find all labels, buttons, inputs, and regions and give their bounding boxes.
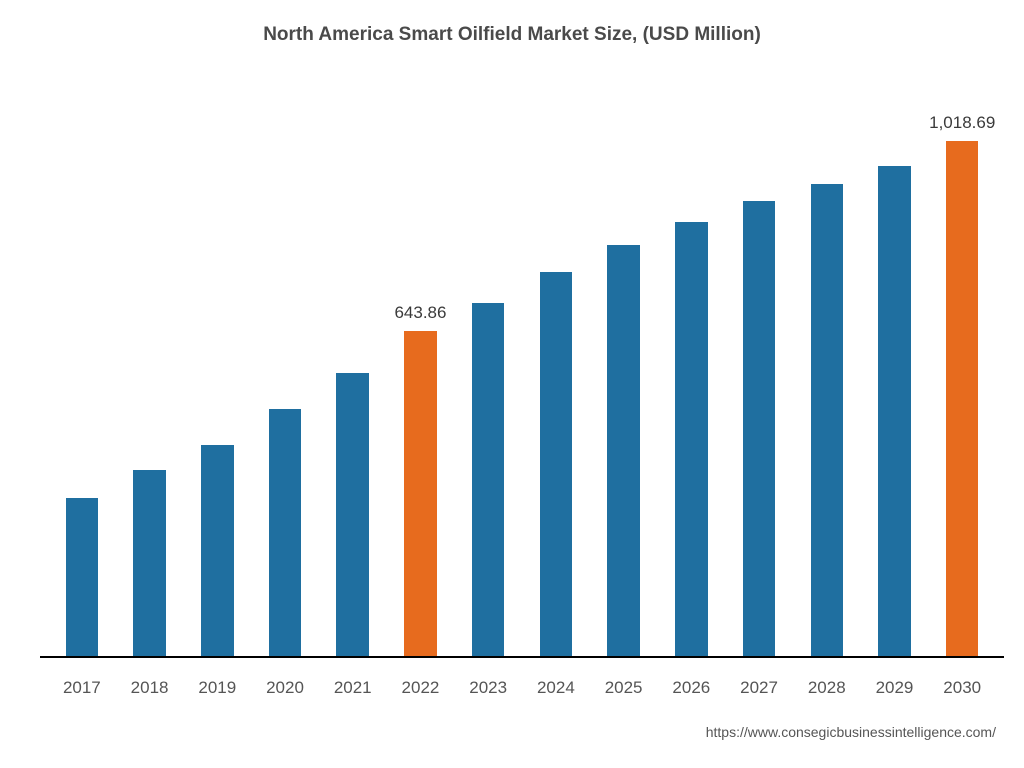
bar-value-label: 1,018.69 <box>929 113 995 133</box>
x-axis-label: 2026 <box>657 678 725 698</box>
bar-slot: 1,018.69 <box>928 100 996 658</box>
bar <box>878 166 911 658</box>
bar-slot <box>48 100 116 658</box>
bar <box>540 272 573 658</box>
x-axis-labels: 2017201820192020202120222023202420252026… <box>40 678 1004 698</box>
bar-slot <box>657 100 725 658</box>
bar-slot <box>725 100 793 658</box>
x-axis-label: 2030 <box>928 678 996 698</box>
bar <box>675 222 708 658</box>
x-axis-label: 2024 <box>522 678 590 698</box>
bar <box>336 373 369 658</box>
bar <box>201 445 234 658</box>
x-axis-label: 2027 <box>725 678 793 698</box>
x-axis-baseline <box>40 656 1004 658</box>
bar <box>133 470 166 658</box>
bar: 643.86 <box>404 331 437 658</box>
x-axis-label: 2019 <box>183 678 251 698</box>
plot-area: 643.86 1,018.69 <box>40 100 1004 658</box>
bar-slot <box>590 100 658 658</box>
x-axis-label: 2025 <box>590 678 658 698</box>
x-axis-label: 2028 <box>793 678 861 698</box>
bar-slot <box>454 100 522 658</box>
x-axis-label: 2029 <box>861 678 929 698</box>
x-axis-label: 2017 <box>48 678 116 698</box>
bar-slot <box>183 100 251 658</box>
bar <box>607 245 640 658</box>
bar: 1,018.69 <box>946 141 979 658</box>
bar-value-label: 643.86 <box>394 303 446 323</box>
x-axis-label: 2023 <box>454 678 522 698</box>
chart-title: North America Smart Oilfield Market Size… <box>0 24 1024 46</box>
x-axis-label: 2022 <box>387 678 455 698</box>
bar-slot <box>251 100 319 658</box>
bar <box>472 303 505 658</box>
bar <box>743 201 776 658</box>
bars-group: 643.86 1,018.69 <box>40 100 1004 658</box>
bar-slot: 643.86 <box>387 100 455 658</box>
bar <box>269 409 302 658</box>
bar-slot <box>793 100 861 658</box>
bar-slot <box>861 100 929 658</box>
bar <box>66 498 99 658</box>
x-axis-label: 2018 <box>116 678 184 698</box>
bar-slot <box>319 100 387 658</box>
source-link[interactable]: https://www.consegicbusinessintelligence… <box>706 724 996 740</box>
bar-slot <box>116 100 184 658</box>
x-axis-label: 2021 <box>319 678 387 698</box>
chart-container: North America Smart Oilfield Market Size… <box>0 0 1024 768</box>
bar-slot <box>522 100 590 658</box>
x-axis-label: 2020 <box>251 678 319 698</box>
bar <box>811 184 844 658</box>
